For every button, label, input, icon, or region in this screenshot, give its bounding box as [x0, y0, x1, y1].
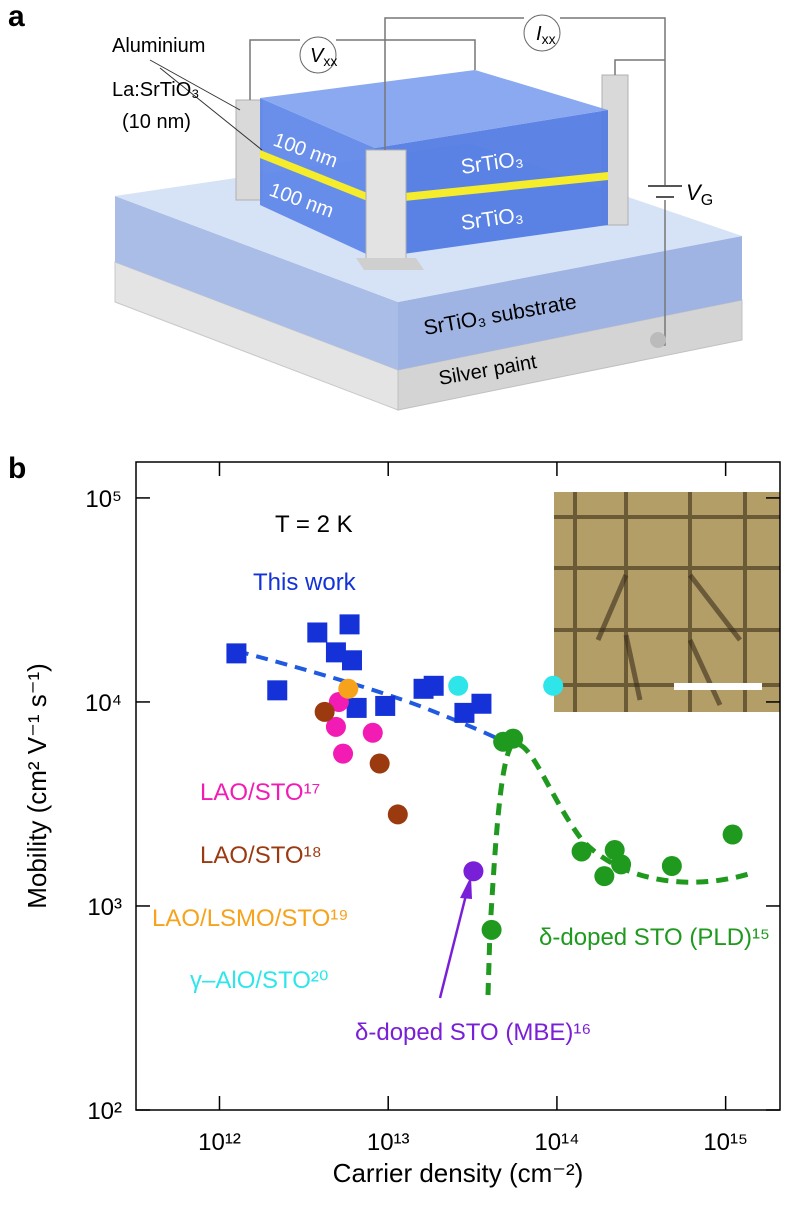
marker [448, 675, 469, 696]
marker [503, 728, 524, 749]
marker [341, 650, 362, 671]
fit-curve [485, 741, 753, 996]
marker [543, 675, 564, 696]
marker [369, 753, 390, 774]
series [481, 728, 743, 940]
marker [339, 614, 360, 635]
contact-dot [650, 332, 666, 348]
marker [226, 643, 247, 664]
substrate-left [115, 196, 398, 370]
marker [338, 678, 359, 699]
doped-layer [260, 150, 375, 204]
x-axis-label: Carrier density (cm⁻²) [333, 1158, 584, 1188]
marker [611, 854, 632, 875]
series-label: δ-doped STO (MBE)¹⁶ [355, 1019, 591, 1046]
marker [661, 856, 682, 877]
panel-letter: a [8, 0, 25, 33]
marker [375, 695, 396, 716]
meter [523, 14, 561, 52]
label: V [310, 45, 325, 67]
device-diagram: a Vxx Ixx VG Alumin [8, 0, 743, 411]
series-label: δ-doped STO (PLD)¹⁵ [539, 924, 770, 951]
marker [481, 919, 502, 940]
plot-frame [135, 461, 781, 1111]
label: xx [323, 53, 337, 69]
annotation: T = 2 K [275, 511, 353, 538]
series [325, 691, 383, 764]
wire [384, 17, 524, 150]
silver-right [397, 299, 743, 411]
label: Vxx [310, 45, 337, 69]
marker [325, 642, 346, 663]
series-label: LAO/LSMO/STO¹⁹ [152, 905, 349, 932]
marker [362, 722, 383, 743]
x-tick-label: 10¹² [198, 1129, 241, 1156]
x-tick-label: 10¹⁵ [703, 1129, 748, 1156]
inset-wires [595, 573, 742, 707]
marker [267, 680, 288, 701]
plot [135, 461, 781, 1111]
doped-layer [375, 172, 608, 204]
label: V [686, 180, 703, 205]
label: La:SrTiO₃ [112, 79, 199, 101]
marker [325, 716, 346, 737]
contact-post [235, 99, 263, 201]
substrate-right [398, 236, 742, 370]
series [463, 861, 484, 882]
marker [722, 824, 743, 845]
fit-curve [236, 649, 506, 744]
wire [336, 39, 476, 70]
leader-line [159, 67, 263, 151]
series [226, 614, 492, 723]
series [338, 678, 359, 699]
series [314, 701, 408, 825]
marker [571, 841, 592, 862]
x-tick-label: 10¹³ [367, 1129, 410, 1156]
marker [423, 675, 444, 696]
label: (10 nm) [122, 111, 191, 133]
marker [333, 743, 354, 764]
wire [249, 39, 300, 100]
label: VG [686, 180, 713, 209]
panel-letter: b [8, 452, 26, 485]
label: G [701, 192, 713, 209]
marker [471, 693, 492, 714]
marker [594, 866, 615, 887]
label: I [536, 23, 542, 45]
wire [560, 17, 666, 185]
y-tick-label: 10⁴ [85, 690, 122, 717]
marker [346, 697, 367, 718]
scale-bar [674, 683, 762, 690]
series-label: This work [253, 569, 357, 596]
series-label: LAO/STO¹⁸ [200, 842, 322, 869]
x-tick-label: 10¹⁴ [534, 1129, 579, 1156]
y-tick-label: 10⁵ [85, 486, 122, 513]
wire [614, 59, 665, 75]
inset-image [554, 492, 780, 712]
series-label: LAO/STO¹⁷ [200, 779, 320, 806]
y-axis-label: Mobility (cm² V⁻¹ s⁻¹) [22, 663, 52, 909]
leader-line [149, 59, 241, 111]
label: Aluminium [112, 35, 205, 57]
inset-background [554, 492, 780, 712]
marker [314, 701, 335, 722]
marker [454, 702, 475, 723]
contact-post [365, 149, 407, 263]
inset-grid [554, 492, 780, 712]
y-tick-label: 10³ [87, 894, 122, 921]
marker [307, 622, 328, 643]
y-tick-label: 10² [87, 1098, 122, 1125]
arrow-head [460, 876, 472, 899]
marker [387, 804, 408, 825]
marker [463, 861, 484, 882]
film-top [260, 70, 608, 148]
series-label: γ–AlO/STO²⁰ [190, 967, 329, 994]
label: Ixx [536, 23, 556, 47]
contact-pad [356, 258, 424, 270]
arrow [438, 894, 468, 999]
label: xx [542, 31, 556, 47]
meter [299, 36, 337, 74]
series [448, 675, 564, 696]
